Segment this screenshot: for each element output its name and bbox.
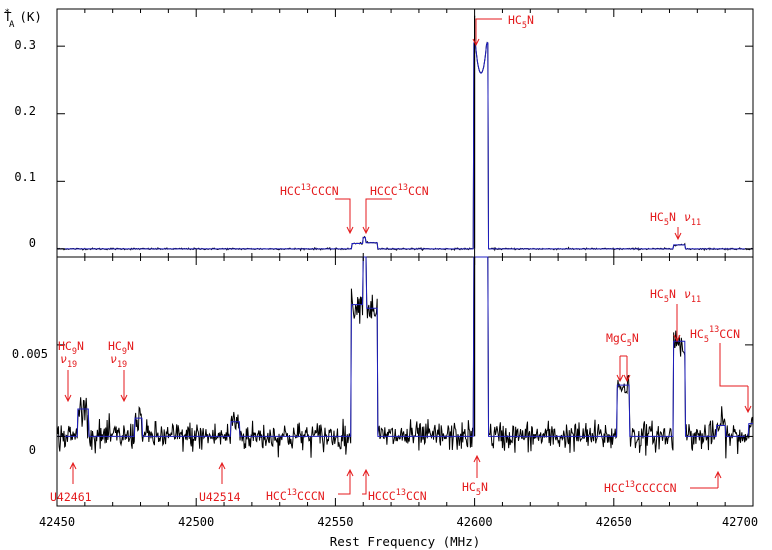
label-mgc5n: MgC5N bbox=[606, 331, 639, 349]
y-tick-label: 0.005 bbox=[12, 347, 48, 361]
annotation-arrowhead bbox=[64, 394, 72, 403]
top-y-tick-labels: 0 0.1 0.2 0.3 bbox=[14, 38, 36, 250]
bottom-annotations: HC9N ν19 HC9N ν19 U42461 U42514 HCC13CCC… bbox=[50, 287, 740, 504]
bottom-y-tick-labels: 0 0.005 bbox=[12, 347, 48, 457]
label-hcc13cccn-top: HCC13CCCN bbox=[280, 183, 339, 198]
top-annotations: HCC13CCCN HCCC13CCN HC5N HC5N ν11 bbox=[280, 13, 701, 228]
bottom-panel-spectra bbox=[56, 256, 754, 459]
x-tick-label: 42600 bbox=[457, 515, 493, 529]
svg-text:T*A(K): T*A(K) bbox=[4, 8, 42, 30]
annotation-leader bbox=[335, 198, 351, 230]
annotation-arrowhead bbox=[362, 468, 370, 477]
label-hc9n-b-nu: ν19 bbox=[110, 352, 127, 370]
annotation-arrowhead bbox=[714, 470, 722, 479]
label-hcc13cccccn: HCC13CCCCCN bbox=[604, 480, 677, 495]
x-tick-label: 42550 bbox=[317, 515, 353, 529]
y-tick-label: 0 bbox=[29, 236, 36, 250]
annotation-arrowhead bbox=[120, 394, 128, 403]
x-tick-label: 42450 bbox=[39, 515, 75, 529]
annotation-leader bbox=[719, 343, 748, 387]
top-panel-spectra bbox=[56, 15, 754, 252]
y-tick-label: 0.3 bbox=[14, 38, 36, 52]
annotation-arrowhead bbox=[362, 226, 370, 235]
annotation-leader bbox=[362, 475, 367, 495]
label-hc9n-b: HC9N bbox=[108, 339, 134, 357]
annotation-arrowhead bbox=[674, 232, 682, 241]
annotation-arrowhead bbox=[69, 461, 77, 470]
annotation-arrowhead bbox=[673, 334, 681, 343]
y-tick-label: 0.2 bbox=[14, 104, 36, 118]
x-tick-label: 42500 bbox=[178, 515, 214, 529]
observed-spectrum-line bbox=[56, 256, 754, 459]
annotation-arrows bbox=[64, 18, 752, 495]
axis-ticks bbox=[56, 9, 754, 506]
label-hccc13ccn-bottom: HCCC13CCN bbox=[368, 488, 427, 503]
label-hc5n-v11-bottom: HC5N ν11 bbox=[650, 287, 701, 305]
model-spectrum-line bbox=[57, 42, 753, 250]
top-panel-frame bbox=[56, 8, 754, 258]
annotation-arrowhead bbox=[623, 374, 631, 383]
label-hc5n-v11-top: HC5N ν11 bbox=[650, 210, 701, 228]
x-tick-label: 42700 bbox=[722, 515, 758, 529]
label-hc5-13ccn: HC513CCN bbox=[690, 325, 740, 345]
y-tick-label: 0.1 bbox=[14, 170, 36, 184]
label-hc9n-a: HC9N bbox=[58, 339, 84, 357]
annotation-arrowhead bbox=[346, 226, 354, 235]
label-hc5n-top: HC5N bbox=[508, 13, 534, 31]
annotation-arrowhead bbox=[218, 461, 226, 470]
annotation-arrowhead bbox=[616, 374, 624, 383]
y-axis-title: T*A(K) bbox=[4, 8, 42, 30]
annotation-leader bbox=[365, 198, 392, 230]
x-axis-title: Rest Frequency (MHz) bbox=[330, 534, 481, 549]
label-hccc13ccn-top: HCCC13CCN bbox=[370, 183, 429, 198]
annotation-arrowhead bbox=[473, 454, 481, 463]
annotation-leader bbox=[338, 475, 351, 495]
label-hc9n-a-nu: ν19 bbox=[60, 352, 77, 370]
y-tick-label: 0 bbox=[29, 443, 36, 457]
bottom-panel-frame bbox=[56, 256, 754, 507]
label-hcc13cccn-bottom: HCC13CCCN bbox=[266, 488, 325, 503]
annotation-arrowhead bbox=[346, 468, 354, 477]
model-spectrum-line bbox=[57, 256, 753, 437]
annotation-leader bbox=[475, 18, 502, 42]
observed-spectrum-line bbox=[56, 41, 754, 252]
label-u42514: U42514 bbox=[199, 490, 241, 504]
annotation-arrowhead bbox=[744, 405, 752, 414]
label-u42461: U42461 bbox=[50, 490, 92, 504]
annotation-arrowhead bbox=[472, 38, 480, 47]
label-hc5n-bottom: HC5N bbox=[462, 480, 488, 498]
x-tick-labels: 42450 42500 42550 42600 42650 42700 bbox=[39, 515, 758, 529]
x-tick-label: 42650 bbox=[596, 515, 632, 529]
